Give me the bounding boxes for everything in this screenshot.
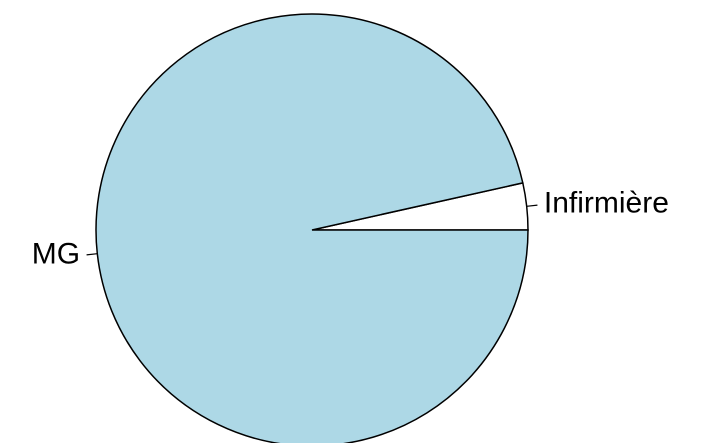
slice-label: MG: [32, 238, 80, 271]
label-leader: [526, 204, 538, 207]
slice-label: Infirmière: [544, 186, 669, 219]
pie-slice: [95, 13, 529, 443]
label-leader: [86, 253, 98, 256]
